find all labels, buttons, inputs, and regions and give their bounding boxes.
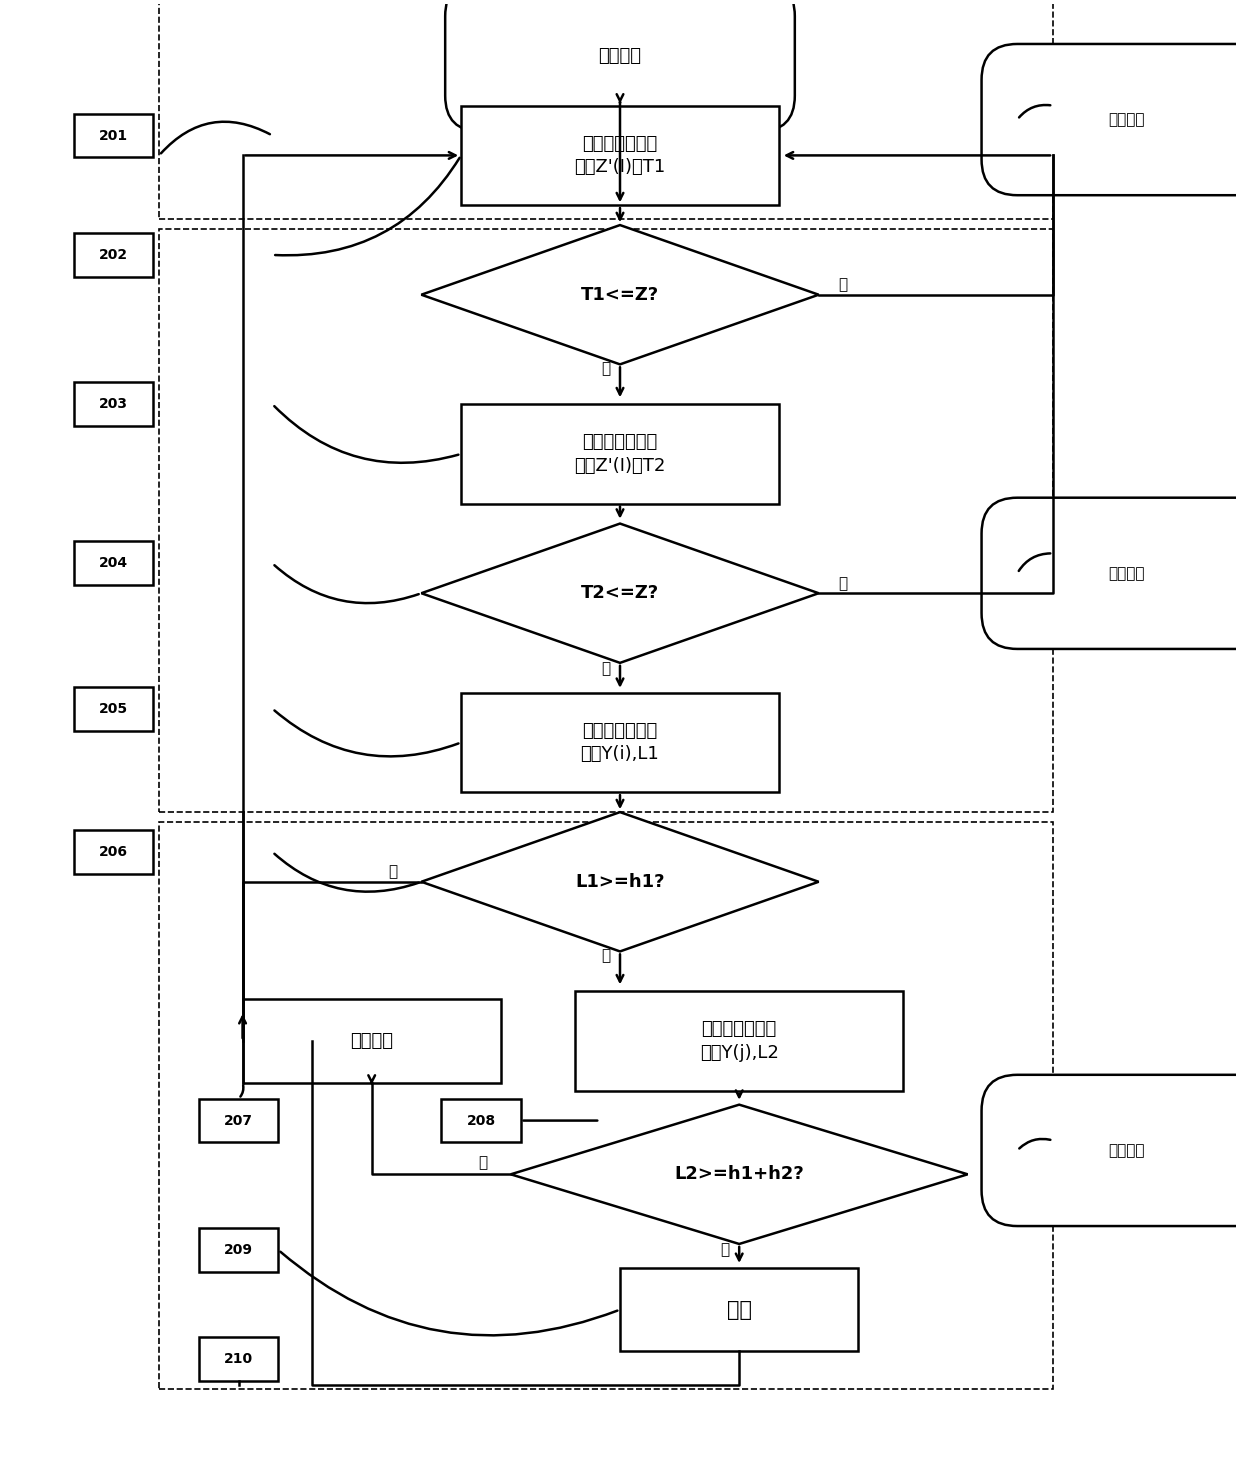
Bar bbox=[159, 0, 1053, 219]
Bar bbox=[620, 1268, 858, 1351]
Polygon shape bbox=[422, 812, 818, 952]
Text: 报警: 报警 bbox=[727, 1299, 751, 1320]
Polygon shape bbox=[422, 523, 818, 663]
Text: T2<=Z?: T2<=Z? bbox=[580, 585, 660, 602]
Text: 是: 是 bbox=[838, 576, 848, 591]
Bar bbox=[461, 692, 779, 792]
Text: 否: 否 bbox=[601, 949, 610, 963]
Bar bbox=[461, 106, 779, 205]
Text: 连续拍摄图像，
计算Y(i),L1: 连续拍摄图像， 计算Y(i),L1 bbox=[580, 722, 660, 763]
Bar bbox=[73, 542, 154, 585]
Bar bbox=[73, 686, 154, 731]
Text: 连续拍摄图像，
计算Y(j),L2: 连续拍摄图像， 计算Y(j),L2 bbox=[699, 1021, 779, 1062]
Text: 系统启动: 系统启动 bbox=[599, 47, 641, 65]
Text: 206: 206 bbox=[99, 846, 128, 859]
Text: 是: 是 bbox=[477, 1155, 487, 1170]
Text: 是: 是 bbox=[838, 277, 848, 292]
Text: 否: 否 bbox=[601, 661, 610, 676]
Text: 209: 209 bbox=[224, 1243, 253, 1256]
Text: 202: 202 bbox=[99, 247, 128, 262]
Text: 203: 203 bbox=[99, 398, 128, 411]
Text: 208: 208 bbox=[466, 1114, 496, 1127]
FancyBboxPatch shape bbox=[982, 498, 1240, 650]
Text: 201: 201 bbox=[99, 128, 128, 143]
Text: L1>=h1?: L1>=h1? bbox=[575, 873, 665, 891]
Bar bbox=[159, 822, 1053, 1389]
Text: 报警状态: 报警状态 bbox=[1109, 1143, 1145, 1158]
Text: 否: 否 bbox=[720, 1242, 730, 1258]
Text: 监测状态: 监测状态 bbox=[1109, 566, 1145, 580]
Text: T1<=Z?: T1<=Z? bbox=[580, 286, 660, 303]
Text: 连续拍摄图像，
计算Z'(I)、T2: 连续拍摄图像， 计算Z'(I)、T2 bbox=[574, 433, 666, 474]
Text: L2>=h1+h2?: L2>=h1+h2? bbox=[675, 1165, 804, 1183]
FancyBboxPatch shape bbox=[982, 44, 1240, 196]
Polygon shape bbox=[511, 1105, 967, 1245]
Polygon shape bbox=[422, 225, 818, 364]
Bar bbox=[73, 113, 154, 158]
Bar bbox=[198, 1228, 278, 1271]
Text: 否: 否 bbox=[601, 361, 610, 376]
Bar bbox=[73, 829, 154, 873]
Bar bbox=[73, 233, 154, 277]
Bar bbox=[73, 383, 154, 426]
Text: 检测状态: 检测状态 bbox=[1109, 112, 1145, 127]
Bar bbox=[461, 404, 779, 504]
Bar bbox=[198, 1099, 278, 1143]
Bar bbox=[159, 228, 1053, 812]
Text: 210: 210 bbox=[224, 1352, 253, 1367]
Text: 连续拍摄图像，
计算Z'(I)、T1: 连续拍摄图像， 计算Z'(I)、T1 bbox=[574, 134, 666, 177]
Text: 205: 205 bbox=[99, 701, 128, 716]
Bar bbox=[243, 999, 501, 1083]
Text: 是: 是 bbox=[388, 865, 398, 879]
Text: 报警解除: 报警解除 bbox=[350, 1033, 393, 1050]
Bar bbox=[198, 1337, 278, 1382]
Text: 204: 204 bbox=[99, 557, 128, 570]
Bar bbox=[441, 1099, 521, 1143]
FancyBboxPatch shape bbox=[445, 0, 795, 131]
Text: 207: 207 bbox=[224, 1114, 253, 1127]
Bar bbox=[575, 991, 903, 1090]
FancyBboxPatch shape bbox=[982, 1075, 1240, 1226]
